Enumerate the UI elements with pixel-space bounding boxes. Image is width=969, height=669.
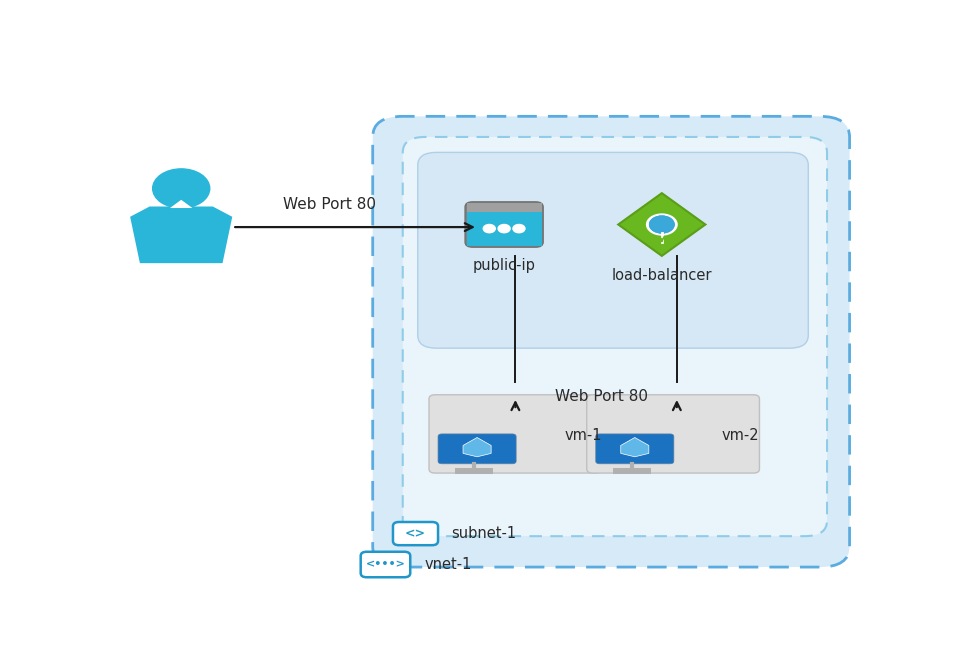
Circle shape bbox=[513, 225, 525, 233]
Text: Web Port 80: Web Port 80 bbox=[283, 197, 376, 211]
Text: public-ip: public-ip bbox=[473, 258, 536, 273]
FancyBboxPatch shape bbox=[586, 395, 760, 473]
Text: load-balancer: load-balancer bbox=[611, 268, 712, 283]
FancyBboxPatch shape bbox=[438, 434, 516, 464]
FancyBboxPatch shape bbox=[467, 212, 542, 246]
FancyBboxPatch shape bbox=[596, 434, 673, 464]
FancyBboxPatch shape bbox=[467, 203, 542, 212]
Polygon shape bbox=[463, 438, 491, 457]
Circle shape bbox=[649, 216, 674, 233]
Polygon shape bbox=[618, 193, 705, 256]
Polygon shape bbox=[130, 207, 233, 263]
Text: subnet-1: subnet-1 bbox=[452, 526, 516, 541]
Circle shape bbox=[646, 214, 677, 235]
Circle shape bbox=[649, 216, 674, 233]
Circle shape bbox=[153, 169, 209, 208]
Text: vnet-1: vnet-1 bbox=[424, 557, 472, 572]
FancyBboxPatch shape bbox=[465, 202, 544, 247]
Circle shape bbox=[484, 225, 495, 233]
FancyBboxPatch shape bbox=[429, 395, 602, 473]
Text: vm-1: vm-1 bbox=[564, 428, 602, 444]
Text: vm-2: vm-2 bbox=[722, 428, 760, 444]
FancyBboxPatch shape bbox=[403, 137, 827, 536]
FancyBboxPatch shape bbox=[360, 552, 410, 577]
FancyBboxPatch shape bbox=[418, 153, 808, 348]
FancyBboxPatch shape bbox=[613, 468, 650, 474]
Polygon shape bbox=[170, 200, 193, 208]
FancyBboxPatch shape bbox=[373, 116, 850, 567]
Circle shape bbox=[498, 225, 510, 233]
Text: <>: <> bbox=[405, 527, 426, 540]
FancyBboxPatch shape bbox=[393, 522, 438, 545]
Polygon shape bbox=[621, 438, 649, 457]
FancyBboxPatch shape bbox=[455, 468, 493, 474]
Text: <•••>: <•••> bbox=[365, 559, 405, 569]
Text: Web Port 80: Web Port 80 bbox=[555, 389, 648, 404]
